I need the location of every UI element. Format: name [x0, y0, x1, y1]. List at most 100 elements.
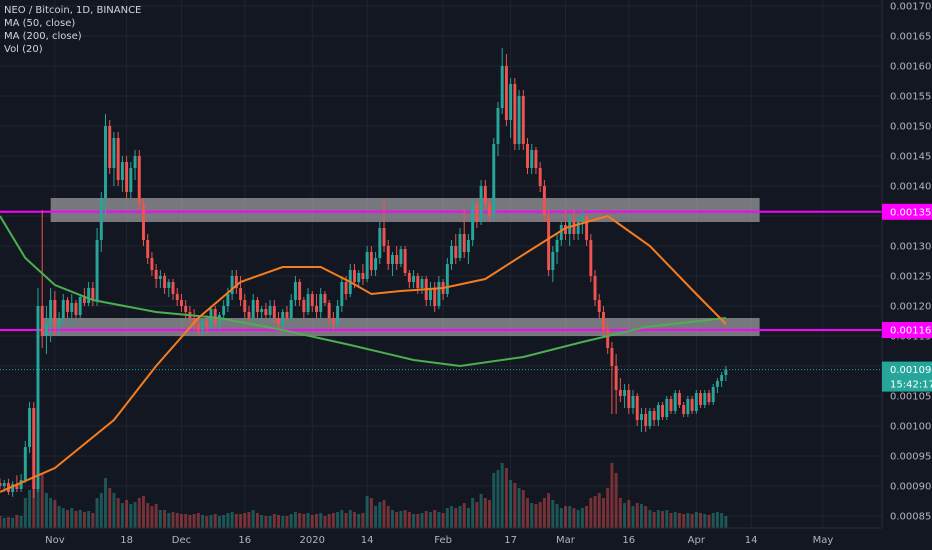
candle-body [635, 396, 639, 420]
volume-bar [348, 510, 352, 528]
volume-bar [353, 512, 356, 528]
candle [302, 297, 306, 318]
volume-bar [264, 516, 268, 528]
volume-bar [648, 510, 652, 528]
candle-body [551, 252, 555, 270]
volume-bar [175, 513, 179, 528]
ma200-label[interactable]: MA (200, close) [4, 31, 82, 42]
candle-body [272, 306, 276, 318]
candle [285, 306, 289, 321]
candle-body [175, 294, 179, 300]
volume-bar [530, 503, 534, 528]
volume-bar [690, 514, 694, 528]
candles [0, 48, 728, 498]
volume-bar [538, 502, 542, 528]
candle [627, 384, 631, 414]
candle [272, 300, 276, 324]
volume-bar [374, 506, 378, 528]
time-tick-label: 16 [238, 535, 251, 546]
volume-bar [11, 518, 15, 528]
candle [390, 252, 394, 276]
candle-body [656, 405, 660, 420]
volume-bar [521, 490, 525, 528]
candle [264, 303, 268, 318]
candle-body [331, 318, 335, 324]
candle [500, 48, 504, 114]
volume-bar [412, 514, 416, 528]
volume-bar [36, 468, 40, 528]
volume-bar [196, 513, 200, 528]
candle [251, 294, 255, 324]
volume-label[interactable]: Vol (20) [4, 44, 43, 55]
candle-body [192, 318, 196, 324]
candle-body [40, 306, 44, 336]
volume-bar [315, 514, 318, 528]
volume-bar [298, 513, 302, 528]
candle [703, 390, 707, 408]
volume-bar [517, 488, 521, 528]
candle [526, 138, 529, 174]
volume-bar [568, 506, 572, 528]
time-tick-label: 17 [504, 535, 517, 546]
candle-body [44, 324, 48, 336]
candle-body [57, 318, 61, 327]
candle [268, 300, 272, 321]
candle-body [610, 348, 614, 366]
symbol-title[interactable]: NEO / Bitcoin, 1D, BINANCE [4, 5, 142, 16]
candle-body [488, 204, 492, 216]
candle-body [36, 306, 40, 489]
candle [243, 294, 247, 318]
volume-bar [331, 513, 335, 528]
candle [70, 294, 74, 324]
candle-body [146, 240, 150, 258]
candle [179, 294, 183, 312]
candle [196, 318, 200, 336]
ma200-line [0, 215, 727, 368]
candle [707, 390, 711, 405]
candle [234, 270, 238, 294]
candle-body [125, 162, 129, 192]
candle-body [703, 393, 707, 405]
candle-body [95, 240, 99, 300]
candle [277, 312, 281, 330]
candle [222, 300, 226, 321]
volume-bar [669, 513, 673, 528]
candle-body [344, 282, 348, 294]
candle [357, 270, 361, 288]
candle-body [627, 390, 631, 408]
candle [175, 288, 179, 306]
volume-bar [163, 510, 167, 528]
candle [517, 90, 521, 150]
time-tick-label: Dec [172, 535, 191, 546]
candle [724, 366, 728, 381]
candle [319, 288, 323, 318]
candle-body [150, 258, 154, 270]
volume-bar [597, 493, 601, 528]
candle-body [142, 204, 145, 240]
time-tick-label: 14 [745, 535, 758, 546]
volume-bar [327, 514, 331, 528]
zones [42, 198, 760, 336]
price-axis-bg [882, 0, 932, 550]
zone-box [50, 198, 760, 222]
candle-body [639, 414, 643, 420]
candle-body [458, 234, 462, 258]
ma50-label[interactable]: MA (50, close) [4, 18, 76, 29]
candle [665, 396, 669, 420]
volume-bar [677, 513, 681, 528]
candle-body [82, 297, 86, 303]
volume-bar [44, 493, 48, 528]
volume-bar [285, 516, 289, 528]
volume-bar [268, 516, 272, 528]
volume-bar [466, 508, 470, 528]
candle-body [213, 309, 217, 324]
candle [116, 132, 120, 186]
candle [720, 372, 724, 387]
candle-body [201, 321, 205, 330]
volume-bar [87, 511, 91, 528]
candle-body [445, 264, 449, 294]
volume-bar [703, 514, 707, 528]
candle [585, 213, 589, 246]
